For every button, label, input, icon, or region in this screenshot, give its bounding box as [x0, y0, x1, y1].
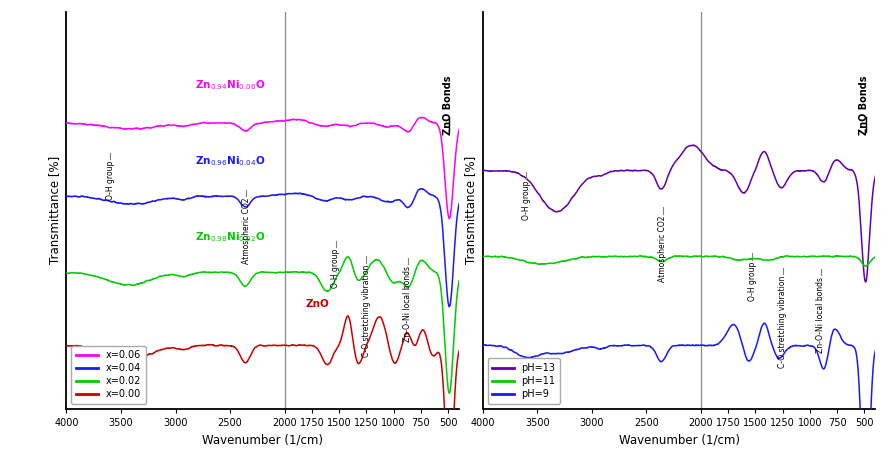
Text: Atmospheric CO2: Atmospheric CO2 — [658, 215, 667, 282]
Y-axis label: Transmittance [%]: Transmittance [%] — [464, 156, 478, 265]
Text: O-H group: O-H group — [105, 161, 114, 200]
Text: O-H group: O-H group — [748, 261, 757, 300]
Text: C-O stretching vibration: C-O stretching vibration — [778, 275, 787, 368]
Text: Atmospheric CO2: Atmospheric CO2 — [242, 197, 251, 264]
Text: O-H group: O-H group — [331, 249, 340, 288]
Y-axis label: Transmittance [%]: Transmittance [%] — [48, 156, 61, 265]
Text: ZnO Bonds: ZnO Bonds — [443, 75, 453, 135]
Text: O-H group: O-H group — [522, 180, 531, 219]
Text: Zn-O-Ni local bonds: Zn-O-Ni local bonds — [403, 266, 412, 342]
Text: C-O stretching vibration: C-O stretching vibration — [361, 264, 371, 357]
Text: Zn$_{0.96}$Ni$_{0.04}$O: Zn$_{0.96}$Ni$_{0.04}$O — [195, 154, 265, 168]
Legend: x=0.06, x=0.04, x=0.02, x=0.00: x=0.06, x=0.04, x=0.02, x=0.00 — [71, 345, 145, 404]
X-axis label: Wavenumber (1/cm): Wavenumber (1/cm) — [202, 433, 323, 446]
Text: ZnO: ZnO — [306, 299, 330, 309]
Legend: pH=13, pH=11, pH=9: pH=13, pH=11, pH=9 — [487, 359, 561, 404]
X-axis label: Wavenumber (1/cm): Wavenumber (1/cm) — [618, 433, 740, 446]
Text: Zn$_{0.98}$Ni$_{0.02}$O: Zn$_{0.98}$Ni$_{0.02}$O — [195, 230, 265, 244]
Text: ZnO Bonds: ZnO Bonds — [859, 75, 869, 135]
Text: Zn-O-Ni local bonds: Zn-O-Ni local bonds — [816, 277, 826, 353]
Text: Zn$_{0.94}$Ni$_{0.06}$O: Zn$_{0.94}$Ni$_{0.06}$O — [195, 78, 265, 92]
